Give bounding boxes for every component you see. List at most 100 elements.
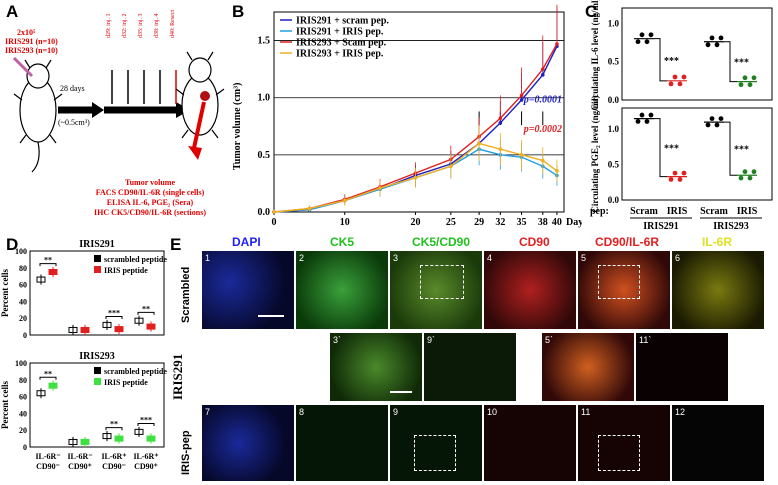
- panel-a-schematic: [12, 51, 225, 173]
- panel-label-a: A: [6, 2, 19, 21]
- x-axis-label: Days: [566, 217, 582, 228]
- col-cd90: CD90: [519, 235, 550, 249]
- circulating-levels-chart: 0.0 0.5 1.0 Circulating IL-6 level (ng/ml) *…: [590, 0, 773, 232]
- legend-entry: IRIS291 + scram pep.: [296, 16, 389, 27]
- col-il6r: IL-6R: [702, 235, 732, 249]
- data-dot: [709, 35, 715, 41]
- y-tick-label: 1.5: [258, 36, 271, 47]
- legend-swatch: [94, 367, 101, 374]
- readout-volume: Tumor volume: [124, 178, 175, 187]
- data-dot: [742, 169, 748, 175]
- micrograph-1: 1: [202, 251, 294, 329]
- data-dot: [681, 74, 687, 80]
- data-dot: [648, 112, 654, 118]
- micrograph-10: 10: [484, 405, 576, 481]
- subpanel-title: IRIS291: [79, 239, 115, 250]
- x-tick-label: 38: [538, 217, 548, 228]
- data-point: [413, 175, 418, 180]
- legend-entry: IRIS293 + Scam pep.: [296, 38, 387, 49]
- sig-bracket: [39, 376, 57, 380]
- y-tick-label: 20: [19, 426, 27, 435]
- resect: d40: Resect: [170, 9, 176, 38]
- mouse-icon: [13, 59, 63, 173]
- legend-swatch: [94, 266, 101, 273]
- data-point: [540, 67, 545, 71]
- data-point: [540, 158, 545, 163]
- data-dot: [751, 75, 757, 81]
- y-tick-label: 20: [19, 314, 27, 323]
- sig-bracket: [39, 263, 57, 267]
- group-label: Scram: [700, 206, 728, 217]
- panel-label-d: D: [6, 235, 19, 254]
- data-point: [449, 164, 453, 169]
- category-label: CD90⁻: [102, 462, 126, 471]
- inset-9: 9`: [424, 333, 516, 401]
- data-point: [498, 121, 503, 125]
- sig-marker: ***: [664, 56, 679, 67]
- x-tick-label: 29: [474, 217, 484, 228]
- data-dot: [751, 169, 757, 175]
- y-tick-label: 100: [15, 247, 27, 256]
- data-dot: [705, 122, 711, 128]
- inset-11: 11`: [636, 333, 728, 401]
- x-tick-label: 25: [446, 217, 456, 228]
- data-point: [540, 73, 545, 77]
- data-dot: [718, 35, 724, 41]
- y-tick-label: 0.0: [608, 95, 620, 105]
- data-dot: [672, 74, 678, 80]
- y-tick-label: 60: [19, 281, 27, 290]
- category-label: IL-6R⁻: [35, 452, 60, 461]
- days-label: 28 days: [60, 84, 85, 93]
- category-label: IL-6R⁺: [133, 452, 158, 461]
- panel-e: DAPI CK5 CK5/CD90 CD90 CD90/IL-6R IL-6R …: [170, 235, 778, 481]
- data-point: [519, 93, 524, 98]
- inj-1: d29: inj. 1: [106, 13, 112, 38]
- data-point: [555, 42, 559, 46]
- group-label: IRIS: [737, 206, 758, 217]
- cell-count: 2x10⁵: [17, 28, 36, 37]
- readout-ihc: IHC CK5/CD90/IL-6R (sections): [94, 208, 206, 217]
- data-dot: [635, 119, 641, 124]
- sig-bracket: [724, 41, 737, 83]
- sig-bracket: [654, 38, 667, 82]
- panel-label-b: B: [232, 2, 245, 21]
- inj-4: d38: inj. 4: [154, 13, 160, 38]
- data-dot: [677, 81, 683, 87]
- col-dapi: DAPI: [232, 235, 261, 249]
- y-tick-label: 60: [19, 393, 27, 402]
- sig-marker: ***: [108, 309, 120, 318]
- readout-elisa: ELISA IL-6, PGE₂ (Sera): [106, 198, 194, 207]
- sig-bracket: [137, 311, 155, 315]
- data-point: [272, 210, 276, 214]
- y-tick-label: 0: [23, 331, 27, 340]
- micrograph-8: 8: [296, 405, 388, 481]
- sig-bracket: [654, 118, 667, 178]
- data-dot: [742, 75, 748, 81]
- group-label: IRIS: [667, 206, 688, 217]
- line-label: IRIS291: [643, 221, 679, 232]
- y-tick-label: 100: [15, 359, 27, 368]
- data-dot: [718, 116, 724, 122]
- plot-frame: [29, 250, 165, 336]
- category-label: CD90⁺: [68, 462, 92, 471]
- inset-3: 3`: [330, 333, 422, 401]
- micrograph-6: 6: [672, 251, 764, 329]
- micrograph-11: 11: [578, 405, 670, 481]
- y-tick-label: 1.0: [258, 93, 271, 104]
- data-point: [519, 98, 524, 102]
- x-tick-label: 32: [495, 217, 505, 228]
- sig-marker: ***: [664, 144, 679, 155]
- y-tick-label: 40: [19, 409, 27, 418]
- y-tick-label: 0.5: [258, 150, 271, 161]
- row-iris-pep: IRIS-pep: [180, 430, 192, 475]
- data-point: [555, 169, 559, 173]
- chart-b-ylabel-wrap: Tumor volume (cm³): [232, 60, 246, 180]
- data-dot: [714, 42, 720, 48]
- group-label: Scram: [630, 206, 658, 217]
- data-point: [477, 141, 481, 146]
- category-label: IL-6R⁺: [101, 452, 126, 461]
- legend-swatch: [94, 255, 101, 262]
- micrograph-2: 2: [296, 251, 388, 329]
- sig-bracket: [105, 316, 123, 320]
